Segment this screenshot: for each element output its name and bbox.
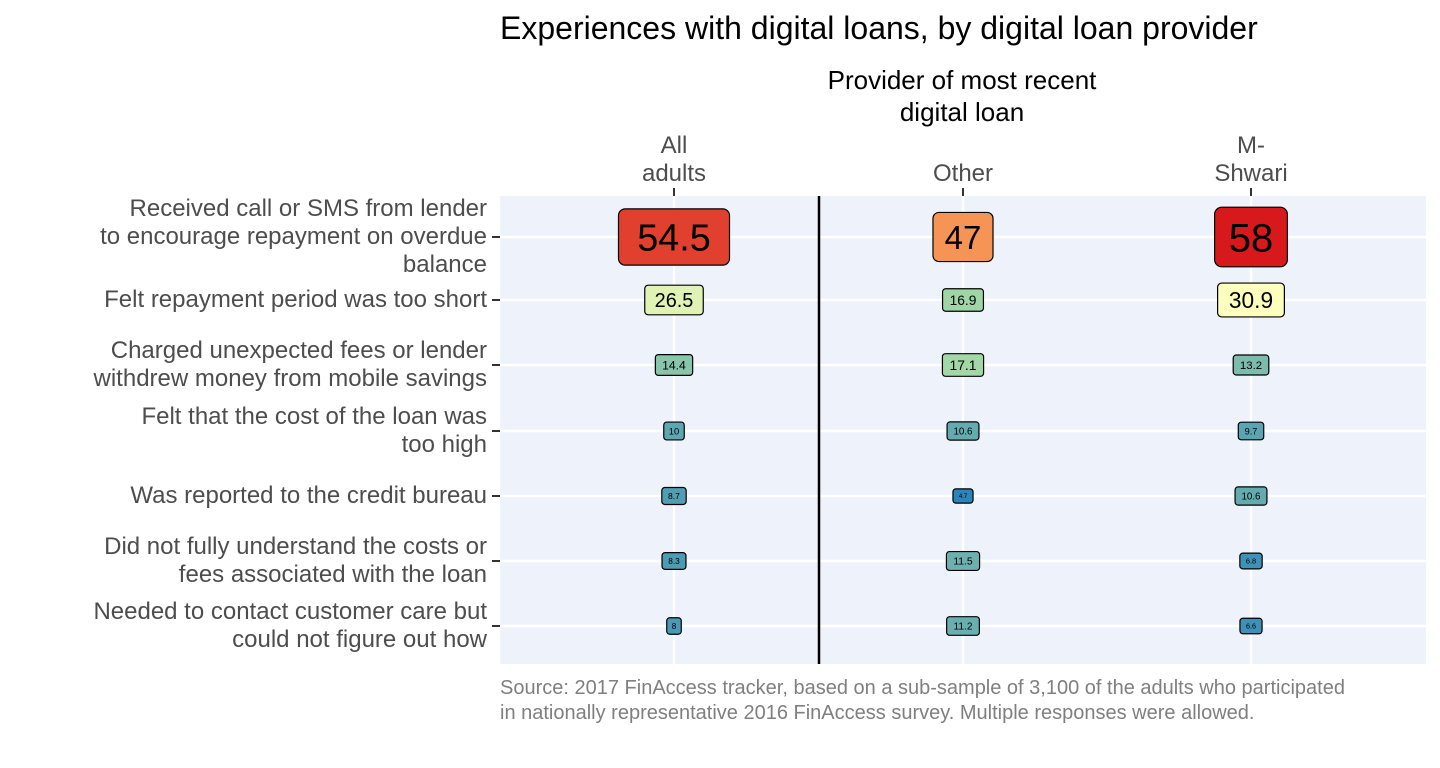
heat-cell-box [1217, 282, 1285, 318]
row-label-line: Was reported to the credit bureau [130, 482, 487, 509]
heat-cell-value: 11.5 [953, 557, 973, 568]
heat-cell: 11.5 [945, 550, 981, 572]
heat-cell-box [1234, 486, 1268, 506]
heat-cell-box [946, 421, 980, 441]
heat-cell-box [952, 488, 974, 504]
heat-cell-box [945, 550, 981, 572]
column-label-line: All [660, 132, 688, 159]
heat-cell-value: 16.9 [950, 293, 977, 308]
row-label: Charged unexpected fees or lender withdre… [27, 337, 487, 393]
heat-cell-value: 17.1 [949, 357, 976, 373]
heat-cell: 30.9 [1217, 282, 1285, 318]
row-label-line: balance [402, 251, 487, 278]
heat-cell-box [661, 552, 687, 570]
heat-cell-value: 8.3 [668, 556, 680, 566]
heat-cell: 6.6 [1239, 617, 1263, 635]
column-header-line-2: digital loan [899, 97, 1025, 127]
heat-cell: 8 [666, 617, 682, 635]
row-label-line: withdrew money from mobile savings [93, 365, 487, 392]
column-label-line: Other [932, 160, 994, 187]
heat-cell-value: 6.6 [1246, 622, 1256, 631]
row-label-line: fees associated with the loan [178, 561, 487, 588]
row-label-line: Felt that the cost of the loan was [141, 403, 487, 430]
row-label: Received call or SMS from lender to encou… [27, 195, 487, 279]
row-label: Felt repayment period was too short [27, 286, 487, 314]
heat-cell: 11.2 [946, 616, 980, 636]
source-note: Source: 2017 FinAccess tracker, based on… [500, 677, 1345, 724]
heat-cell-value: 30.9 [1229, 287, 1273, 313]
column-label: M- Shwari [1181, 132, 1321, 188]
heat-cell: 26.5 [644, 284, 704, 316]
row-label-line: could not figure out how [232, 626, 487, 653]
row-label-line: Felt repayment period was too short [104, 286, 487, 313]
column-label: All adults [604, 132, 744, 188]
heat-cell-value: 54.5 [637, 218, 710, 260]
heat-cell-box [941, 353, 985, 377]
row-label: Was reported to the credit bureau [27, 482, 487, 510]
heat-cell-box [1239, 552, 1263, 570]
heat-cell-box [1237, 421, 1265, 441]
row-label-line: to encourage repayment on overdue [100, 223, 487, 250]
row-label-line: Charged unexpected fees or lender [110, 337, 487, 364]
heat-cell-value: 14.4 [662, 358, 686, 372]
heat-cell-box [941, 288, 985, 312]
heat-cell: 13.2 [1232, 354, 1270, 376]
heat-cell-box [1239, 617, 1263, 635]
heat-cell-value: 13.2 [1240, 360, 1262, 372]
column-label: Other [893, 160, 1033, 188]
heat-cell-box [946, 616, 980, 636]
heat-cell: 8.3 [661, 552, 687, 570]
heat-cell-value: 10 [669, 426, 679, 436]
chart-title: Experiences with digital loans, by digit… [500, 10, 1258, 46]
heat-cell-box [663, 421, 685, 441]
column-header-line-1: Provider of most recent [827, 65, 1097, 95]
heat-cell-value: 47 [945, 219, 982, 256]
row-label: Did not fully understand the costs or fee… [27, 533, 487, 589]
heat-cell: 14.4 [654, 354, 694, 376]
heat-cell-box [654, 354, 694, 376]
heat-cell: 10.6 [946, 421, 980, 441]
heat-cell-value: 10.6 [954, 427, 973, 438]
heat-cell: 4.7 [952, 488, 974, 504]
heat-cell: 10 [663, 421, 685, 441]
row-label-line: Did not fully understand the costs or [104, 533, 487, 560]
column-label-line: adults [641, 160, 707, 187]
row-label-line: Received call or SMS from lender [129, 195, 487, 222]
heat-cell-box [661, 486, 687, 506]
heat-cell-value: 6.8 [1246, 557, 1256, 566]
heat-cell: 6.8 [1239, 552, 1263, 570]
heat-cell-box [644, 284, 704, 316]
column-header: Provider of most recent digital loan [700, 64, 1224, 128]
heat-cell-value: 58 [1229, 216, 1274, 260]
heat-cell-value: 4.7 [959, 494, 968, 500]
column-label-line: Shwari [1214, 160, 1288, 187]
heat-cell-value: 8.7 [668, 491, 680, 501]
heat-cell-box [617, 208, 731, 266]
row-label-line: too high [401, 431, 487, 458]
heat-cell: 17.1 [941, 353, 985, 377]
row-label: Felt that the cost of the loan was too hi… [27, 403, 487, 459]
heat-cell: 54.5 [617, 208, 731, 266]
heat-cell-box [1213, 206, 1288, 268]
heat-cell: 8.7 [661, 486, 687, 506]
heat-cell: 58 [1213, 206, 1288, 268]
heat-cell: 10.6 [1234, 486, 1268, 506]
heat-cell-box [666, 617, 682, 635]
heat-cell: 47 [932, 211, 994, 263]
heat-cell: 9.7 [1237, 421, 1265, 441]
heat-cell-value: 9.7 [1245, 426, 1258, 436]
column-label-line: M- [1237, 132, 1265, 159]
heat-cell-value: 10.6 [1242, 492, 1261, 503]
heat-cell-box [1232, 354, 1270, 376]
row-label-line: Needed to contact customer care but [93, 598, 487, 625]
heat-cell-value: 26.5 [655, 290, 694, 312]
heat-cell-value: 8 [672, 622, 677, 631]
heat-cell-box [932, 211, 994, 263]
heat-cell-value: 11.2 [954, 622, 973, 633]
heat-cell: 16.9 [941, 288, 985, 312]
row-label: Needed to contact customer care but could… [27, 598, 487, 654]
